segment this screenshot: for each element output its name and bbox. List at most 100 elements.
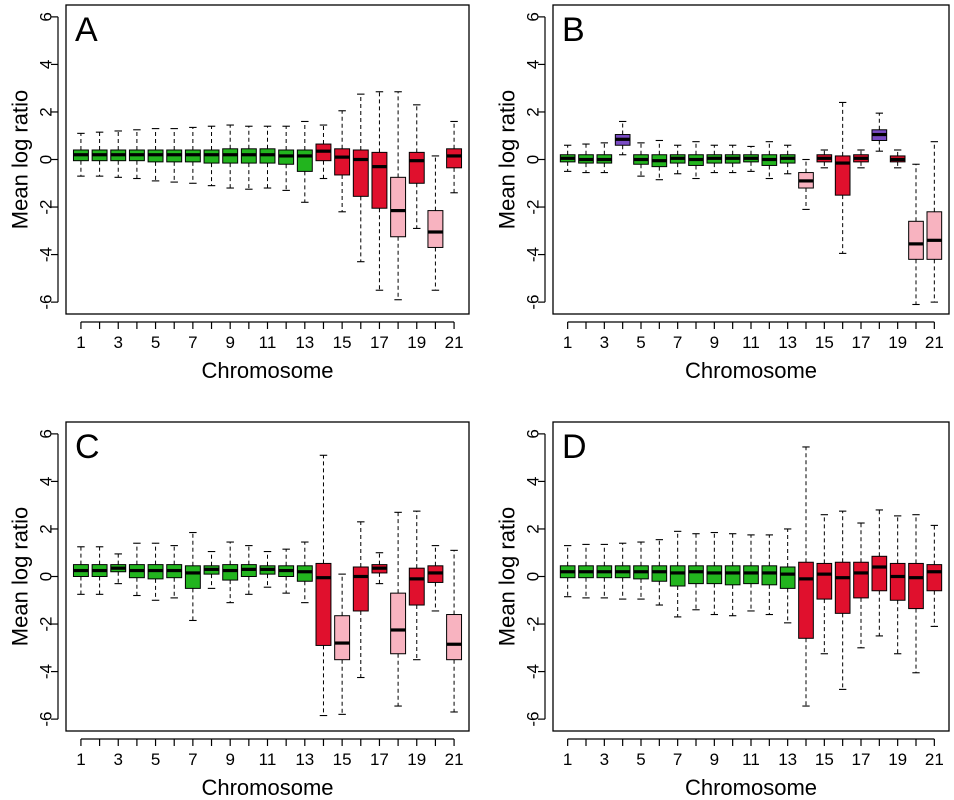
box-chr-1 [559,545,576,598]
x-axis-title: Chromosome [685,358,817,383]
box-body [834,561,851,614]
box-chr-5 [633,142,649,177]
box-body [446,148,463,169]
box-body [446,614,463,661]
x-tick-label: 19 [888,333,907,352]
y-tick-label: 6 [524,12,543,21]
box-chr-14 [798,158,814,210]
box-body [334,615,351,661]
box-chr-9 [706,531,723,616]
box-body [743,565,759,585]
box-body [889,562,906,601]
box-chr-14 [315,124,332,180]
box-body [371,151,388,209]
box-chr-17 [371,91,388,291]
box-chr-6 [651,139,668,181]
y-tick-label: 2 [524,107,543,116]
y-axis-title: Mean log ratio [8,507,33,646]
box-body [408,567,425,606]
box-body [706,565,723,585]
box-chr-1 [72,132,89,177]
y-tick-label: -4 [37,664,56,679]
box-chr-5 [147,542,164,601]
box-chr-21 [926,524,943,627]
x-tick-label: 7 [188,750,197,769]
y-axis-title: Mean log ratio [495,90,520,229]
x-tick-label: 21 [925,750,944,769]
y-tick-label: 6 [37,12,56,21]
y-axis-title: Mean log ratio [8,90,33,229]
box-chr-12 [761,534,778,616]
panel-letter: B [562,11,585,49]
box-chr-3 [110,553,127,585]
y-tick-label: 0 [524,572,543,581]
y-tick-label: -6 [37,712,56,727]
box-body [761,565,778,586]
box-chr-4 [128,129,145,180]
y-tick-label: -2 [37,616,56,631]
y-axis-title: Mean log ratio [495,507,520,646]
x-tick-label: 3 [600,333,609,352]
box-chr-13 [779,144,796,175]
y-tick-label: -2 [524,616,543,631]
box-body [834,155,851,196]
box-body [390,176,407,238]
x-axis-title: Chromosome [201,775,333,800]
box-chr-10 [240,545,257,595]
box-chr-20 [427,155,444,291]
x-tick-label: 21 [445,750,464,769]
box-chr-21 [446,120,463,194]
box-chr-19 [889,149,906,169]
y-tick-label: -2 [524,199,543,214]
box-body [908,220,924,260]
box-chr-11 [259,125,276,189]
x-tick-label: 3 [114,333,123,352]
x-tick-label: 21 [445,333,464,352]
x-tick-label: 9 [710,750,719,769]
x-tick-label: 11 [742,750,760,769]
x-tick-label: 15 [815,750,834,769]
y-tick-label: -6 [37,295,56,310]
box-chr-19 [889,515,906,655]
box-body [908,562,924,610]
box-chr-8 [688,533,704,611]
y-tick-label: -6 [524,712,543,727]
x-tick-label: 13 [295,333,314,352]
box-chr-3 [596,142,613,174]
box-chr-16 [352,93,369,263]
plot-frame [65,4,470,315]
box-body [203,149,220,164]
box-chr-7 [669,144,686,175]
box-chr-15 [816,514,833,655]
x-tick-label: 5 [151,750,160,769]
y-tick-label: 2 [37,524,56,533]
box-chr-10 [724,144,741,174]
box-chr-16 [352,521,369,679]
x-tick-label: 5 [636,333,645,352]
x-tick-label: 13 [778,750,797,769]
x-tick-label: 5 [636,750,645,769]
box-body [184,565,201,589]
box-chr-15 [816,149,833,169]
y-tick-label: -2 [37,199,56,214]
y-tick-label: 4 [37,60,56,69]
box-body [315,562,332,646]
x-tick-label: 9 [225,333,234,352]
x-tick-label: 17 [370,333,389,352]
box-body [853,561,869,599]
y-tick-label: 4 [524,60,543,69]
box-chr-13 [296,541,313,604]
box-chr-19 [408,510,425,661]
box-chr-2 [91,546,108,595]
box-body [296,149,313,172]
box-chr-8 [688,141,704,180]
y-tick-label: 6 [524,429,543,438]
box-chr-7 [184,531,201,622]
box-chr-11 [743,534,759,612]
box-chr-6 [166,128,183,183]
box-chr-12 [761,141,778,180]
y-tick-label: 0 [37,155,56,164]
box-body [688,565,704,585]
